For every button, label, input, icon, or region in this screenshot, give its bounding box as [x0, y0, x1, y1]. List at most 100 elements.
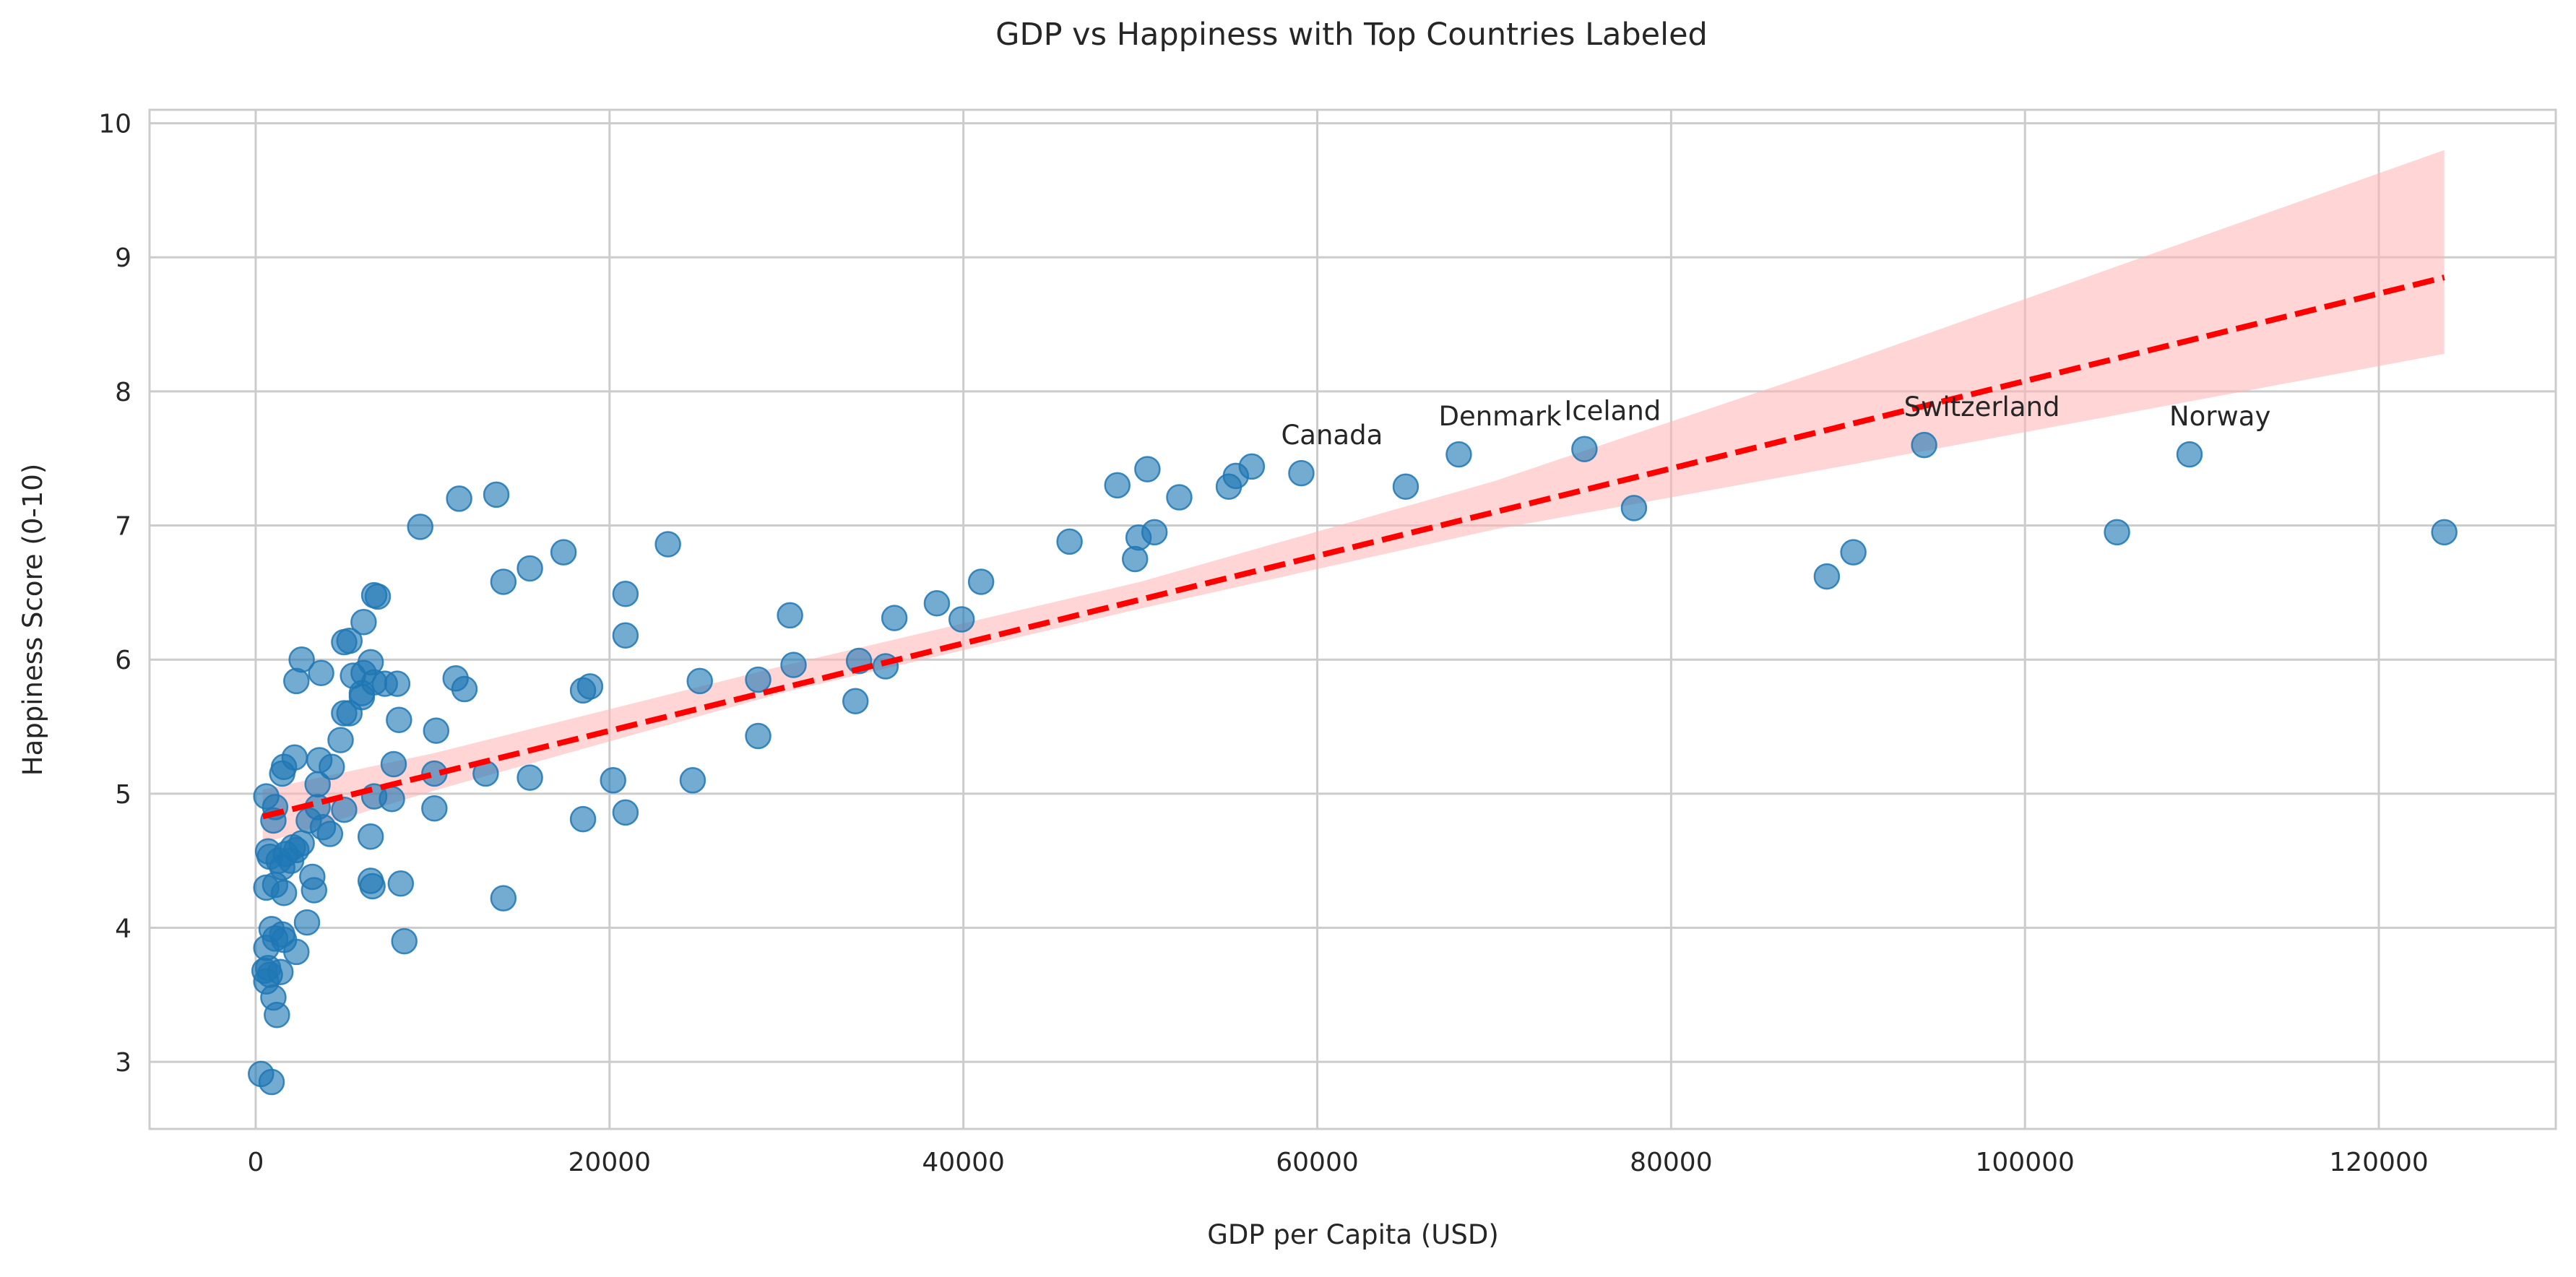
- data-point: [308, 659, 334, 687]
- data-point: [1238, 453, 1266, 480]
- data-point: [654, 531, 681, 558]
- data-point: [2104, 519, 2130, 546]
- data-point: [407, 514, 433, 540]
- data-point: [1392, 473, 1419, 500]
- trend-line-layer: [262, 274, 2445, 820]
- x-tick-label: 20000: [569, 1148, 652, 1177]
- y-tick-label: 4: [115, 914, 131, 944]
- y-tick-label: 3: [115, 1048, 131, 1078]
- data-point: [336, 627, 363, 654]
- data-point: [517, 764, 543, 791]
- y-tick-label: 10: [98, 110, 131, 139]
- data-point: [421, 795, 448, 822]
- data-point: [316, 821, 344, 847]
- data-point: [350, 608, 377, 636]
- data-point: [490, 885, 517, 912]
- data-point: [288, 830, 315, 857]
- data-point: [386, 706, 412, 733]
- data-point: [1840, 539, 1867, 566]
- x-tick-label: 120000: [2329, 1148, 2428, 1177]
- tick-label-layer: 0 20000 40000 60000 80000 100000 120000 3 4 5 6 7 8 9…: [98, 110, 2429, 1177]
- data-point: [686, 667, 713, 695]
- data-point: [1288, 459, 1315, 487]
- x-tick-label: 60000: [1276, 1148, 1359, 1177]
- country-annotation: Iceland: [1564, 396, 1661, 427]
- data-point: [923, 589, 951, 617]
- data-point: [331, 796, 358, 823]
- y-axis-label: Happiness Score (0-10): [17, 464, 48, 776]
- data-point: [283, 667, 310, 695]
- data-point: [446, 485, 472, 512]
- data-point: [319, 753, 345, 780]
- data-point: [451, 675, 478, 703]
- y-tick-label: 5: [115, 780, 131, 810]
- data-point: [1911, 431, 1937, 459]
- data-point: [1571, 436, 1598, 462]
- country-annotation: Norway: [2169, 401, 2270, 432]
- y-tick-label: 7: [115, 512, 131, 542]
- y-tick-label: 9: [115, 243, 131, 273]
- data-point: [967, 568, 995, 595]
- data-point: [260, 984, 287, 1011]
- data-point: [569, 805, 597, 833]
- data-point: [391, 927, 418, 955]
- data-point: [270, 926, 298, 953]
- data-point: [288, 646, 315, 673]
- data-point: [299, 863, 326, 891]
- data-point: [550, 539, 577, 566]
- country-annotation: Canada: [1281, 420, 1383, 451]
- data-point: [2431, 519, 2458, 546]
- data-point: [1813, 563, 1841, 590]
- country-annotation: Denmark: [1438, 401, 1562, 432]
- data-point: [612, 622, 639, 649]
- data-point: [1445, 441, 1472, 468]
- plot-frame: [148, 108, 2557, 1130]
- y-tick-label: 6: [115, 646, 131, 675]
- x-tick-label: 40000: [922, 1148, 1005, 1177]
- data-point: [1104, 472, 1131, 499]
- data-point: [576, 673, 604, 700]
- confidence-band-layer: [262, 150, 2445, 844]
- data-point: [745, 722, 771, 750]
- data-point: [780, 652, 807, 678]
- confidence-band: [262, 150, 2445, 844]
- data-point: [269, 854, 295, 881]
- data-point: [745, 666, 771, 693]
- data-point: [258, 1068, 285, 1096]
- data-point: [384, 670, 411, 697]
- data-point: [357, 823, 384, 850]
- data-point: [387, 870, 415, 897]
- country-annotation: Switzerland: [1904, 391, 2060, 423]
- data-point: [1056, 528, 1083, 555]
- data-point: [281, 744, 308, 771]
- data-point: [842, 688, 869, 715]
- data-point: [1620, 495, 1648, 521]
- data-point: [364, 583, 392, 610]
- data-point: [1134, 456, 1161, 482]
- data-point: [270, 879, 298, 906]
- data-point: [948, 606, 975, 633]
- data-point: [612, 580, 639, 607]
- data-point: [293, 909, 321, 936]
- x-tick-label: 80000: [1630, 1148, 1713, 1177]
- data-point: [881, 605, 908, 631]
- data-point: [1166, 484, 1193, 511]
- data-point: [600, 767, 626, 794]
- data-point: [267, 958, 294, 986]
- data-point: [490, 568, 517, 595]
- data-point-layer: [248, 431, 2458, 1096]
- data-point: [517, 555, 543, 582]
- y-tick-label: 8: [115, 378, 131, 407]
- data-point: [253, 783, 280, 810]
- data-point: [327, 727, 354, 753]
- data-point: [357, 649, 384, 676]
- data-point: [1141, 519, 1168, 546]
- data-point: [612, 799, 639, 826]
- chart-title: GDP vs Happiness with Top Countries Labe…: [995, 17, 1708, 53]
- data-point: [359, 873, 386, 900]
- trend-line: [262, 274, 2445, 820]
- data-point: [777, 602, 803, 629]
